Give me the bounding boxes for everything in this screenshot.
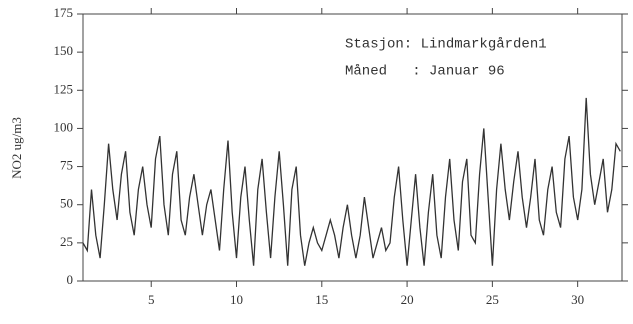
annotation: Måned : Januar 96 <box>345 64 505 80</box>
annotation: Stasjon: Lindmarkgården1 <box>345 37 547 53</box>
plot-frame <box>82 13 623 282</box>
y-tick-label: 100 <box>54 119 74 134</box>
y-tick-label: 50 <box>60 196 73 211</box>
x-tick-label: 15 <box>315 292 328 307</box>
y-axis-label: NO2 ug/m3 <box>9 117 24 179</box>
x-tick-label: 30 <box>571 292 584 307</box>
y-tick-label: 25 <box>60 234 73 249</box>
y-tick-label: 125 <box>54 81 74 96</box>
y-tick-label: 175 <box>54 5 74 20</box>
x-tick-label: 20 <box>401 292 414 307</box>
y-tick-label: 75 <box>60 158 73 173</box>
data-line <box>82 97 621 266</box>
x-tick-label: 5 <box>148 292 155 307</box>
x-tick-label: 25 <box>486 292 499 307</box>
y-tick-label: 0 <box>67 272 74 287</box>
y-tick-label: 150 <box>54 43 74 58</box>
x-tick-label: 10 <box>230 292 243 307</box>
